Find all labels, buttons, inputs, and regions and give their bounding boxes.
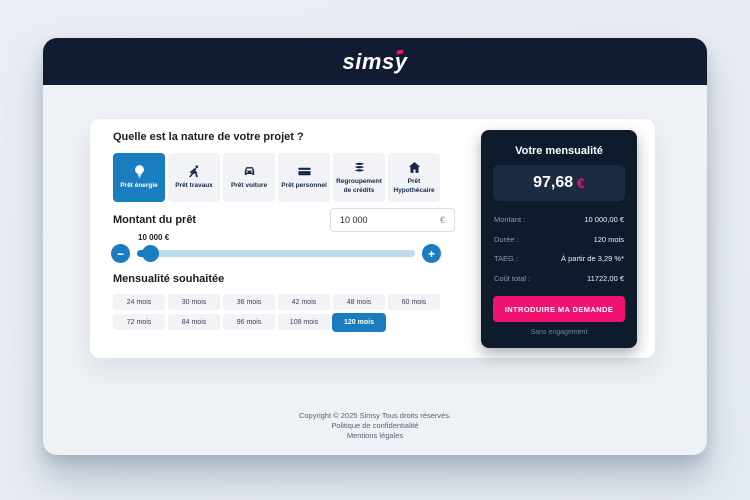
duration-label: Mensualité souhaitée (113, 273, 225, 285)
summary-row-label: TAEG : (494, 254, 519, 263)
no-commitment-note: Sans engagement (530, 329, 588, 336)
duration-option-48-mois[interactable]: 48 mois (333, 294, 385, 310)
lightbulb-icon (132, 164, 147, 179)
tab-label: Prêt travaux (175, 182, 213, 190)
summary-row-value: À partir de 3,29 %* (561, 254, 624, 263)
copyright-text: Copyright © 2025 Simsy Tous droits réser… (298, 411, 452, 420)
summary-row-montant: Montant : 10 000,00 € (494, 215, 624, 224)
simsy-logo[interactable]: simsy (343, 49, 408, 75)
logo-text: simsy (342, 48, 408, 74)
monthly-summary-panel: Votre mensualité 97,68 € Montant : 10 000… (481, 130, 637, 348)
summary-row-value: 11722,00 € (587, 273, 624, 283)
credit-card-icon (297, 164, 312, 179)
duration-option-36-mois[interactable]: 36 mois (223, 294, 275, 310)
monthly-amount-box: 97,68 € (493, 165, 625, 201)
tab-pret-hypothecaire[interactable]: Prêt Hypothécaire (388, 153, 440, 202)
duration-option-96-mois[interactable]: 96 mois (223, 314, 275, 330)
tab-label: Prêt voiture (230, 182, 268, 190)
loan-calculator-card: Quelle est la nature de votre projet ? P… (90, 119, 655, 358)
tab-label: Prêt personnel (281, 182, 327, 190)
tab-pret-energie[interactable]: Prêt énergie (113, 153, 165, 202)
monthly-amount-value: 97,68 (533, 174, 574, 191)
house-icon (407, 160, 422, 175)
euro-suffix-label: € (439, 215, 445, 225)
tab-pret-voiture[interactable]: Prêt voiture (223, 153, 275, 202)
duration-option-30-mois[interactable]: 30 mois (168, 294, 220, 310)
project-tabs: Prêt énergie Prêt travaux Prêt voiture Prêt… (113, 153, 440, 202)
duration-option-42-mois[interactable]: 42 mois (278, 294, 330, 310)
tab-label: Prêt énergie (120, 182, 158, 190)
duration-option-24-mois[interactable]: 24 mois (113, 294, 165, 310)
slider-value-label: 10 000 € (138, 233, 170, 242)
summary-row-cout-total: Coût total : 11722,00 € (494, 274, 624, 283)
car-icon (242, 164, 257, 179)
duration-option-108-mois[interactable]: 108 mois (278, 314, 330, 330)
duration-option-120-mois[interactable]: 120 mois (332, 312, 386, 332)
footer-link-mentions-legales[interactable]: Mentions légales (346, 431, 404, 440)
tab-label: Regroupement de crédits (336, 178, 382, 194)
summary-row-value: 10 000,00 € (584, 215, 624, 224)
site-header: simsy (43, 38, 707, 85)
duration-options: 24 mois 30 mois 36 mois 42 mois 48 mois 60 mo… (113, 294, 445, 332)
submit-request-button[interactable]: INTRODUIRE MA DEMANDE (493, 296, 625, 322)
footer-links: Politique de confidentialité Mentions lég… (43, 421, 707, 441)
loan-amount-input[interactable] (340, 215, 440, 225)
amount-decrease-button[interactable]: − (111, 244, 130, 263)
tab-pret-travaux[interactable]: Prêt travaux (168, 153, 220, 202)
summary-title: Votre mensualité (515, 145, 603, 157)
duration-option-84-mois[interactable]: 84 mois (168, 314, 220, 330)
summary-row-label: Coût total : (494, 273, 531, 283)
browser-window: simsy Quelle est la nature de votre proj… (43, 38, 707, 455)
summary-row-duree: Durée : 120 mois (494, 235, 624, 244)
amount-slider-handle[interactable] (142, 245, 159, 262)
tab-label: Prêt Hypothécaire (393, 178, 435, 194)
layers-icon (352, 160, 367, 175)
page-footer: Copyright © 2025 Simsy Tous droits réser… (43, 411, 707, 441)
amount-slider-track[interactable] (137, 245, 415, 262)
duration-option-60-mois[interactable]: 60 mois (388, 294, 440, 310)
duration-option-72-mois[interactable]: 72 mois (113, 314, 165, 330)
monthly-amount-currency: € (577, 175, 585, 191)
loan-amount-inputbox: € (330, 208, 455, 232)
worker-icon (187, 164, 202, 179)
summary-row-taeg: TAEG : À partir de 3,29 %* (494, 254, 624, 263)
project-question-label: Quelle est la nature de votre projet ? (113, 131, 304, 143)
tab-pret-personnel[interactable]: Prêt personnel (278, 153, 330, 202)
summary-row-label: Durée : (494, 234, 519, 244)
tab-regroupement-de-credits[interactable]: Regroupement de crédits (333, 153, 385, 202)
amount-increase-button[interactable]: + (422, 244, 441, 263)
summary-row-label: Montant : (494, 215, 526, 224)
footer-link-politique-de-confidentialite[interactable]: Politique de confidentialité (331, 421, 419, 430)
loan-amount-label: Montant du prêt (113, 214, 197, 226)
summary-row-value: 120 mois (593, 234, 624, 244)
summary-rows: Montant : 10 000,00 € Durée : 120 mois TAEG … (494, 215, 624, 293)
